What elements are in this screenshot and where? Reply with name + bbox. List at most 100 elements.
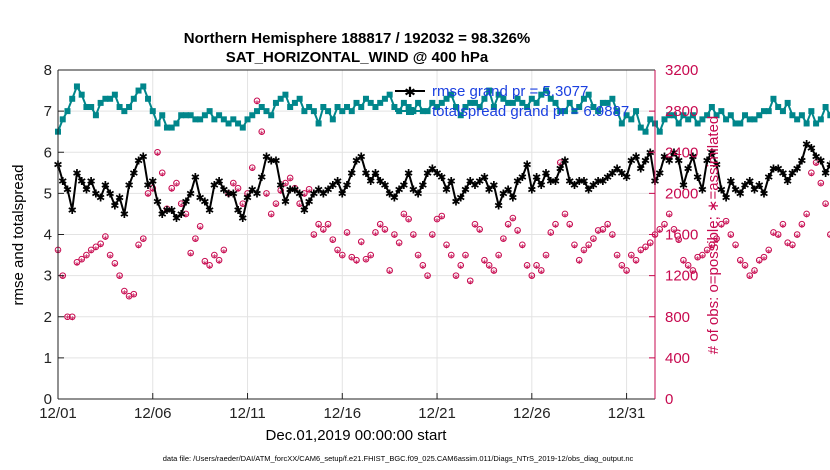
totalspread-point	[367, 99, 374, 106]
totalspread-point	[216, 112, 223, 119]
totalspread-point	[140, 83, 147, 90]
rmse-point: ✱	[442, 183, 451, 196]
x-axis-label: Dec.01,2019 00:00:00 start	[266, 427, 448, 444]
totalspread-point	[689, 112, 696, 119]
obs-assimilated-point: *	[359, 240, 364, 251]
rmse-point: ✱	[143, 179, 152, 192]
obs-assimilated-point: *	[160, 171, 165, 182]
obs-possible-point	[367, 251, 375, 259]
obs-assimilated-point: *	[733, 243, 738, 254]
totalspread-point	[509, 99, 516, 106]
totalspread-point	[197, 116, 204, 123]
obs-possible-point	[495, 251, 502, 259]
obs-assimilated-point: *	[221, 248, 226, 259]
obs-possible-point	[779, 220, 787, 228]
totalspread-point	[599, 99, 606, 106]
obs-possible-point	[689, 267, 697, 274]
rmse-point: ✱	[72, 167, 81, 180]
rmse-point: ✱	[342, 179, 351, 192]
totalspread-point	[121, 108, 128, 115]
totalspread-point	[817, 116, 824, 123]
rmse-point: ✱	[603, 171, 612, 184]
rmse-point: ✱	[461, 183, 470, 196]
rmse-point: ✱	[470, 179, 479, 192]
rmse-point: ✱	[759, 187, 768, 200]
x-tick-label: 12/16	[324, 405, 362, 422]
obs-assimilated-point: *	[818, 181, 823, 192]
obs-possible-point	[68, 313, 76, 321]
obs-possible-point	[248, 164, 256, 171]
rmse-point: ✱	[233, 204, 242, 217]
obs-possible-point	[746, 272, 754, 279]
rmse-point: ✱	[395, 183, 404, 196]
obs-possible-point	[182, 210, 190, 218]
totalspread-point	[490, 104, 497, 111]
rmse-point: ✱	[750, 183, 759, 196]
y-left-tick-label: 3	[44, 268, 52, 285]
totalspread-point	[282, 91, 289, 98]
x-tick-label: 12/21	[418, 405, 456, 422]
rmse-point: ✱	[300, 204, 309, 217]
totalspread-point	[244, 116, 251, 123]
obs-assimilated-point: *	[553, 222, 558, 233]
obs-possible-point	[168, 184, 176, 192]
totalspread-point	[794, 116, 801, 123]
rmse-point: ✱	[295, 187, 304, 200]
obs-assimilated-point: *	[131, 292, 136, 303]
obs-assimilated-point: *	[581, 248, 586, 259]
obs-possible-point	[338, 251, 346, 259]
obs-possible-point	[121, 287, 128, 295]
rmse-point: ✱	[413, 187, 422, 200]
obs-assimilated-point: *	[273, 202, 278, 213]
obs-possible-point	[196, 222, 204, 230]
rmse-point: ✱	[361, 167, 370, 180]
totalspread-point	[249, 112, 256, 119]
totalspread-point	[182, 112, 189, 119]
totalspread-point	[576, 104, 583, 111]
y-right-tick-label: 2000	[665, 185, 698, 202]
totalspread-point	[362, 95, 369, 102]
obs-assimilated-point: *	[392, 233, 397, 244]
totalspread-point	[339, 108, 346, 115]
rmse-point: ✱	[755, 179, 764, 192]
totalspread-point	[756, 112, 763, 119]
y-left-tick-label: 4	[44, 227, 52, 244]
totalspread-point	[315, 120, 322, 127]
obs-assimilated-point: *	[624, 269, 629, 280]
legend-spread-text: totalspread grand pr = 6.9887	[432, 103, 629, 120]
y-left-tick-label: 7	[44, 103, 52, 120]
rmse-point: ✱	[428, 163, 437, 176]
rmse-point: ✱	[811, 150, 820, 163]
obs-assimilated-point: *	[596, 228, 601, 239]
obs-assimilated-point: *	[482, 258, 487, 269]
obs-assimilated-point: *	[264, 191, 269, 202]
rmse-point: ✱	[224, 187, 233, 200]
obs-assimilated-point: *	[250, 166, 255, 177]
obs-possible-point	[466, 277, 474, 285]
rmse-point: ✱	[323, 183, 332, 196]
obs-possible-point	[206, 262, 213, 269]
obs-possible-point	[163, 205, 171, 213]
obs-assimilated-point: *	[776, 233, 781, 244]
obs-assimilated-point: *	[439, 214, 444, 225]
rmse-point: ✱	[404, 167, 413, 180]
obs-possible-point	[713, 235, 720, 242]
obs-possible-point	[812, 159, 820, 166]
rmse-point: ✱	[556, 163, 565, 176]
obs-assimilated-point: *	[496, 253, 501, 264]
obs-assimilated-point: *	[605, 222, 610, 233]
totalspread-point	[789, 112, 796, 119]
rmse-point: ✱	[432, 167, 441, 180]
totalspread-point	[571, 108, 578, 115]
obs-assimilated-point: *	[411, 233, 416, 244]
data-file-footer: data file: /Users/raeder/DAI/ATM_forcXX/…	[163, 454, 634, 463]
rmse-point: ✱	[518, 171, 527, 184]
obs-possible-point	[684, 262, 692, 269]
totalspread-point	[325, 108, 332, 115]
totalspread-point	[187, 112, 194, 119]
rmse-point: ✱	[717, 183, 726, 196]
x-tick-label: 12/31	[608, 405, 646, 422]
obs-assimilated-point: *	[690, 269, 695, 280]
totalspread-point	[457, 112, 464, 119]
totalspread-point	[784, 99, 791, 106]
